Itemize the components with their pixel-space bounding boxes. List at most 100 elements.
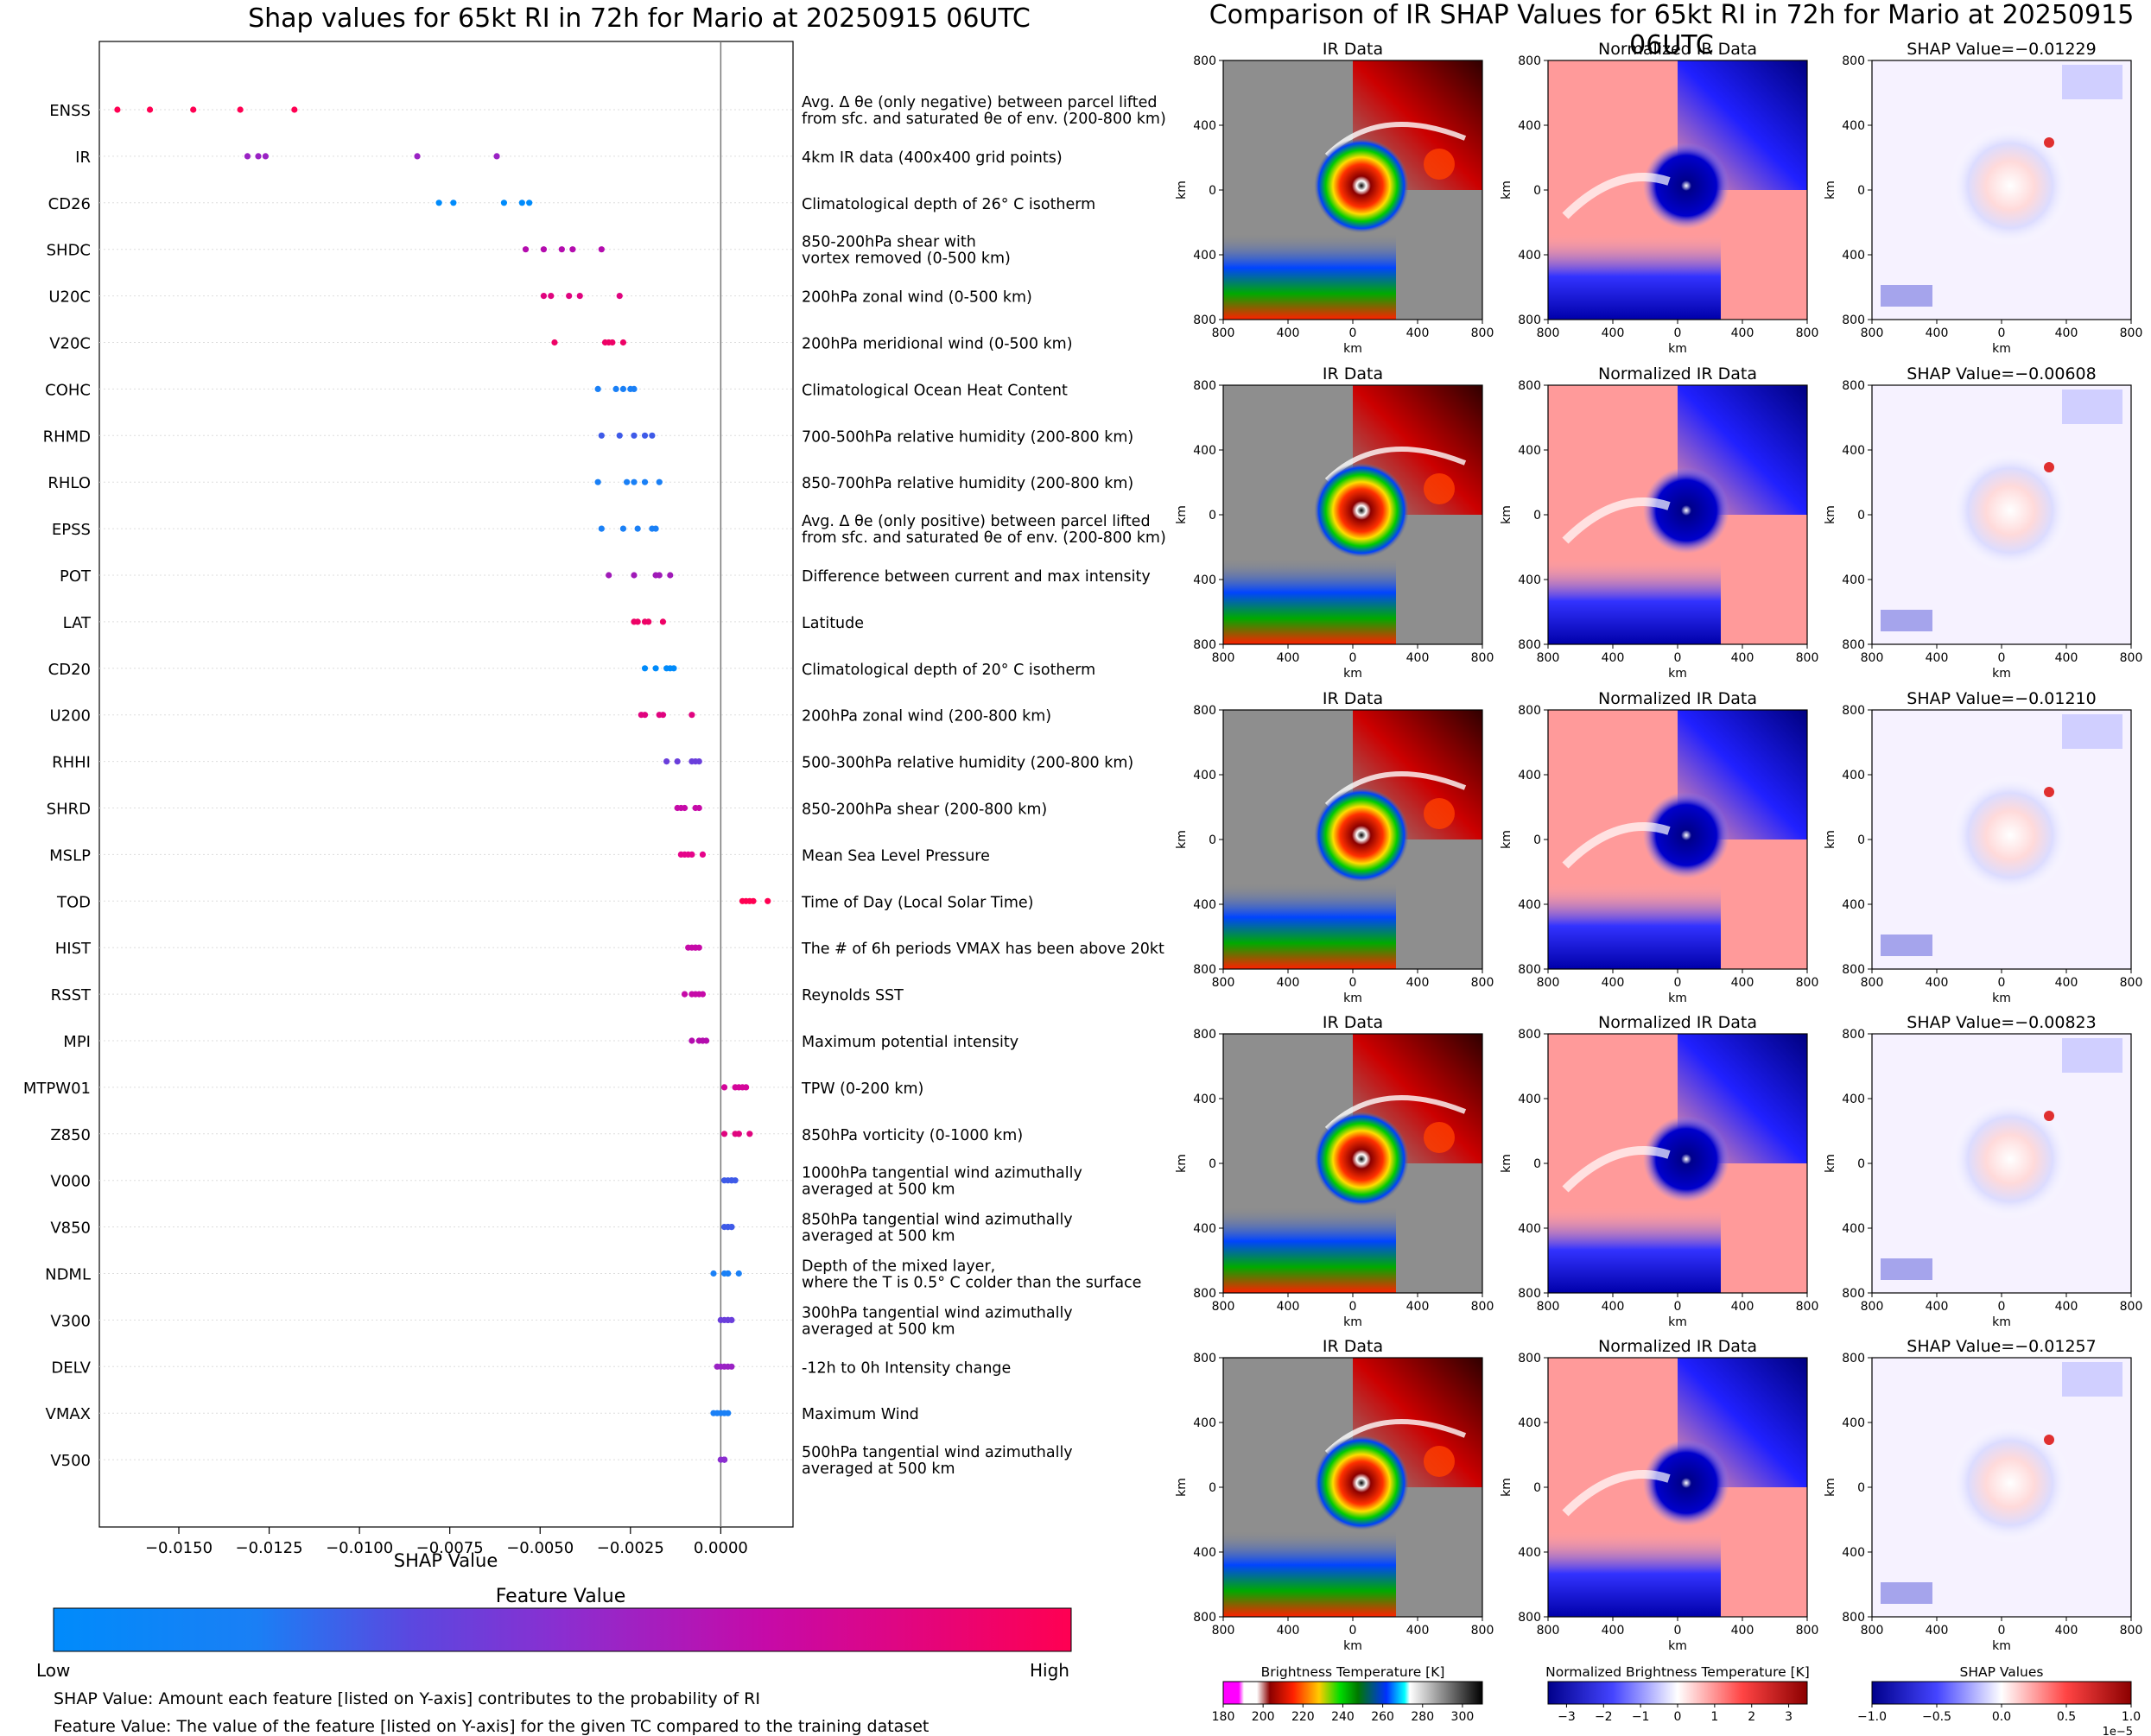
shap-point <box>540 293 548 300</box>
shap-positive-spot <box>2044 787 2054 797</box>
shap-point <box>735 1131 742 1137</box>
feature-description: Difference between current and max inten… <box>802 568 1151 586</box>
shap-point <box>641 478 649 485</box>
feature-name-label: CD20 <box>48 661 91 679</box>
feature-name-label: TOD <box>56 893 91 911</box>
heatmap-panel: Normalized IR Data8008004004000040040080… <box>1500 364 1818 681</box>
feature-description: Climatological depth of 20° C isotherm <box>802 662 1095 679</box>
x-tick-label: 400 <box>1406 1300 1430 1314</box>
feature-description: Avg. Δ θe (only negative) between parcel… <box>802 94 1157 111</box>
x-tick-label: 800 <box>1861 1624 1884 1638</box>
shap-point <box>765 897 771 904</box>
y-tick-label: 400 <box>1518 898 1541 912</box>
y-axis-label: km <box>1824 1478 1837 1497</box>
feature-name-label: IR <box>75 149 91 167</box>
heatmap-panel: SHAP Value=−0.01257800800400400004004008… <box>1824 1337 2142 1653</box>
shap-point <box>414 153 421 160</box>
feature-description: where the T is 0.5° C colder than the su… <box>802 1275 1141 1292</box>
shap-point <box>594 478 601 485</box>
feature-name-label: EPSS <box>52 521 91 539</box>
y-tick-label: 400 <box>1842 444 1865 458</box>
colorbar-label: Brightness Temperature [K] <box>1261 1664 1445 1680</box>
shap-point <box>551 339 558 346</box>
panel-title: SHAP Value=−0.00608 <box>1907 364 2096 383</box>
heatmap-panel: Normalized IR Data8008004004000040040080… <box>1500 1013 1818 1329</box>
x-tick-label: 400 <box>2055 1300 2078 1314</box>
y-tick-label: 400 <box>1842 1416 1865 1430</box>
x-tick-label: −0.0150 <box>145 1539 213 1557</box>
shap-point <box>631 385 638 392</box>
x-tick-label: 400 <box>2055 1624 2078 1638</box>
y-tick-label: 800 <box>1518 379 1541 393</box>
shap-point <box>699 851 707 858</box>
x-axis-label: km <box>1343 1315 1362 1329</box>
shap-point <box>624 478 631 485</box>
shap-core <box>1950 775 2071 896</box>
x-tick-label: 0 <box>1674 976 1682 990</box>
x-tick-label: 800 <box>1796 326 1819 340</box>
ir-cell <box>1424 473 1455 504</box>
shap-core <box>1950 125 2071 246</box>
shap-point <box>450 200 457 206</box>
feature-description: 850-700hPa relative humidity (200-800 km… <box>802 475 1133 492</box>
y-tick-label: 800 <box>1518 963 1541 977</box>
feature-name-label: MPI <box>63 1033 91 1051</box>
y-tick-label: 800 <box>1193 54 1216 68</box>
x-tick-label: 400 <box>1602 976 1625 990</box>
shap-point <box>649 432 656 439</box>
shap-positive-spot <box>2044 1111 2054 1121</box>
y-tick-label: 800 <box>1518 1352 1541 1365</box>
shap-value-note: SHAP Value: Amount each feature [listed … <box>54 1689 760 1708</box>
panel-title: Normalized IR Data <box>1598 364 1757 383</box>
feature-name-label: HIST <box>55 940 92 958</box>
y-tick-label: 400 <box>1518 249 1541 263</box>
shap-point <box>663 758 670 765</box>
shap-point <box>728 1363 735 1370</box>
x-tick-label: 800 <box>1537 651 1560 665</box>
feature-description: 850-200hPa shear with <box>802 234 976 251</box>
shap-point <box>594 385 601 392</box>
shap-negative-patch <box>2062 390 2122 424</box>
colorbar-tick-label: 200 <box>1252 1710 1275 1724</box>
feature-name-label: COHC <box>45 381 91 399</box>
y-tick-label: 400 <box>1842 573 1865 587</box>
x-axis-ticks: −0.0150 −0.0125 −0.0100 −0.0075 −0.0050 −0.00… <box>145 1527 748 1557</box>
y-tick-label: 0 <box>1209 1481 1216 1495</box>
feature-name-label: RHMD <box>43 428 91 446</box>
y-tick-label: 0 <box>1533 184 1541 198</box>
ir-cell <box>1424 1446 1455 1477</box>
panel-title: IR Data <box>1323 364 1383 383</box>
shap-point <box>291 106 298 113</box>
norm-white-band <box>1562 173 1671 219</box>
x-tick-label: 400 <box>1926 1624 1949 1638</box>
shap-point <box>728 1224 735 1231</box>
shap-point <box>631 572 638 579</box>
norm-white-band <box>1562 1146 1671 1193</box>
shap-point <box>493 153 500 160</box>
shap-point <box>746 1131 753 1137</box>
left-chart-title: Shap values for 65kt RI in 72h for Mario… <box>248 3 1031 34</box>
panel-title: IR Data <box>1323 689 1383 708</box>
feature-description: Latitude <box>802 615 864 632</box>
shap-point <box>725 1270 732 1277</box>
x-tick-label: 0 <box>1349 326 1357 340</box>
colorbar-tick-label: 0 <box>1674 1710 1682 1724</box>
shap-point <box>606 572 612 579</box>
feature-name-label: ENSS <box>49 102 91 120</box>
x-tick-label: 800 <box>2120 976 2143 990</box>
shap-point <box>688 1037 695 1044</box>
panel-title: SHAP Value=−0.01257 <box>1907 1337 2096 1356</box>
y-tick-label: 800 <box>1193 1028 1216 1042</box>
y-tick-label: 400 <box>1518 444 1541 458</box>
panel-title: IR Data <box>1323 1337 1383 1356</box>
panel-title: IR Data <box>1323 40 1383 59</box>
shap-point <box>244 153 251 160</box>
x-tick-label: 800 <box>1796 1300 1819 1314</box>
feature-description: 300hPa tangential wind azimuthally <box>802 1304 1073 1321</box>
shap-point <box>598 432 605 439</box>
shap-negative-patch <box>2062 65 2122 99</box>
shap-point <box>576 293 583 300</box>
y-tick-label: 400 <box>1842 769 1865 782</box>
y-tick-label: 0 <box>1533 509 1541 523</box>
